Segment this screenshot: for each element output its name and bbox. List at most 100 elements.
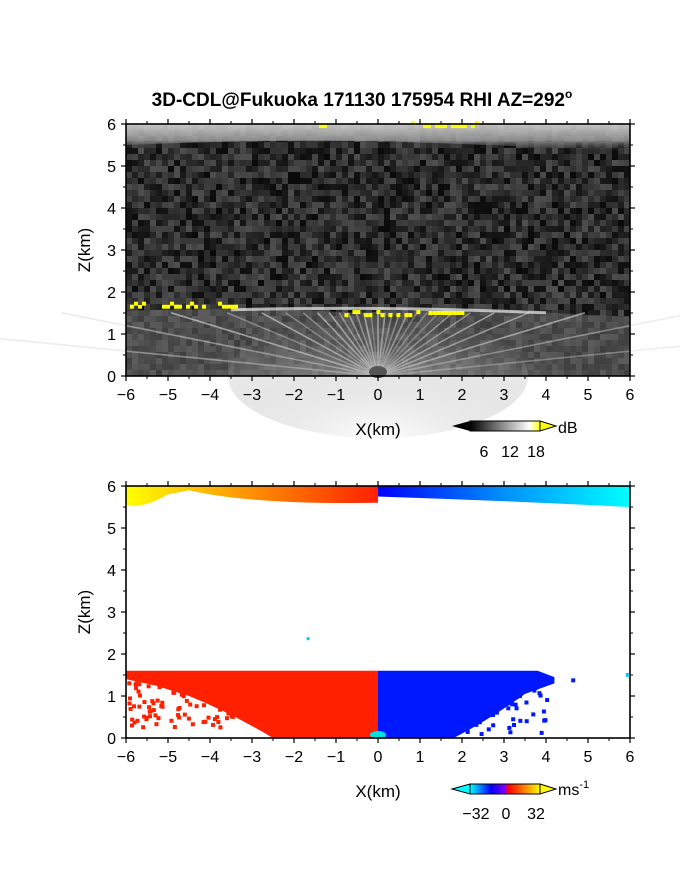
noise-cell [204, 298, 210, 304]
noise-cell [228, 196, 234, 202]
noise-cell [522, 256, 528, 262]
noise-cell [198, 190, 204, 196]
scatter-pixel [481, 698, 486, 703]
noise-cell [186, 166, 192, 172]
noise-cell [252, 232, 258, 238]
noise-cell [228, 262, 234, 268]
noise-cell [336, 256, 342, 262]
noise-cell [552, 202, 558, 208]
noise-cell [366, 178, 372, 184]
noise-cell [270, 196, 276, 202]
noise-cell [222, 154, 228, 160]
noise-cell [624, 172, 630, 178]
noise-cell [504, 232, 510, 238]
noise-cell [606, 154, 612, 160]
noise-cell [378, 280, 384, 286]
noise-cell [588, 160, 594, 166]
scatter-pixel [134, 681, 139, 686]
noise-cell [312, 256, 318, 262]
noise-cell [294, 244, 300, 250]
noise-cell [498, 250, 504, 256]
noise-cell [204, 286, 210, 292]
noise-cell [162, 262, 168, 268]
noise-cell [600, 214, 606, 220]
noise-cell [414, 208, 420, 214]
noise-cell [516, 148, 522, 154]
noise-cell [258, 256, 264, 262]
noise-cell [336, 166, 342, 172]
noise-cell [462, 262, 468, 268]
noise-cell [180, 214, 186, 220]
noise-cell [558, 178, 564, 184]
y-tick-label: 0 [107, 731, 116, 748]
noise-cell [312, 190, 318, 196]
colorbar-tick-label: 32 [527, 806, 545, 823]
noise-cell [504, 298, 510, 304]
noise-cell [144, 268, 150, 274]
noise-cell [258, 148, 264, 154]
noise-cell [318, 268, 324, 274]
noise-cell [282, 298, 288, 304]
noise-cell [216, 232, 222, 238]
noise-cell [396, 202, 402, 208]
noise-cell [156, 286, 162, 292]
noise-cell [462, 292, 468, 298]
noise-cell [150, 214, 156, 220]
noise-cell [588, 292, 594, 298]
colorbar-tick-label: 12 [501, 444, 519, 461]
noise-cell [480, 196, 486, 202]
noise-cell [300, 220, 306, 226]
noise-cell [444, 160, 450, 166]
noise-cell [384, 250, 390, 256]
noise-cell [582, 298, 588, 304]
noise-cell [192, 214, 198, 220]
noise-cell [606, 202, 612, 208]
noise-cell [264, 184, 270, 190]
noise-cell [228, 148, 234, 154]
isolated-echo [625, 672, 629, 677]
noise-cell [384, 184, 390, 190]
noise-cell [330, 142, 336, 148]
noise-cell [282, 142, 288, 148]
noise-cell [156, 148, 162, 154]
noise-cell [504, 280, 510, 286]
noise-cell [156, 184, 162, 190]
noise-cell [174, 274, 180, 280]
noise-cell [438, 304, 444, 310]
noise-cell [486, 304, 492, 310]
noise-cell [228, 232, 234, 238]
noise-cell [480, 190, 486, 196]
noise-cell [342, 166, 348, 172]
noise-cell [624, 232, 630, 238]
noise-cell [186, 148, 192, 154]
noise-cell [540, 160, 546, 166]
noise-cell [588, 286, 594, 292]
noise-cell [204, 160, 210, 166]
noise-cell [456, 286, 462, 292]
noise-cell [414, 238, 420, 244]
noise-cell [480, 166, 486, 172]
noise-cell [180, 226, 186, 232]
noise-cell [480, 268, 486, 274]
noise-cell [390, 304, 396, 310]
noise-cell [282, 208, 288, 214]
noise-cell [456, 292, 462, 298]
noise-cell [366, 256, 372, 262]
noise-cell [480, 220, 486, 226]
noise-cell [588, 280, 594, 286]
noise-cell [336, 208, 342, 214]
noise-cell [426, 274, 432, 280]
noise-cell [228, 298, 234, 304]
noise-cell [306, 190, 312, 196]
noise-cell [474, 262, 480, 268]
noise-cell [396, 208, 402, 214]
noise-cell [570, 226, 576, 232]
noise-cell [582, 202, 588, 208]
scatter-pixel [274, 698, 279, 703]
scatter-pixel [507, 725, 512, 730]
noise-cell [426, 250, 432, 256]
noise-cell [570, 154, 576, 160]
noise-cell [468, 274, 474, 280]
noise-cell [270, 226, 276, 232]
noise-cell [144, 202, 150, 208]
